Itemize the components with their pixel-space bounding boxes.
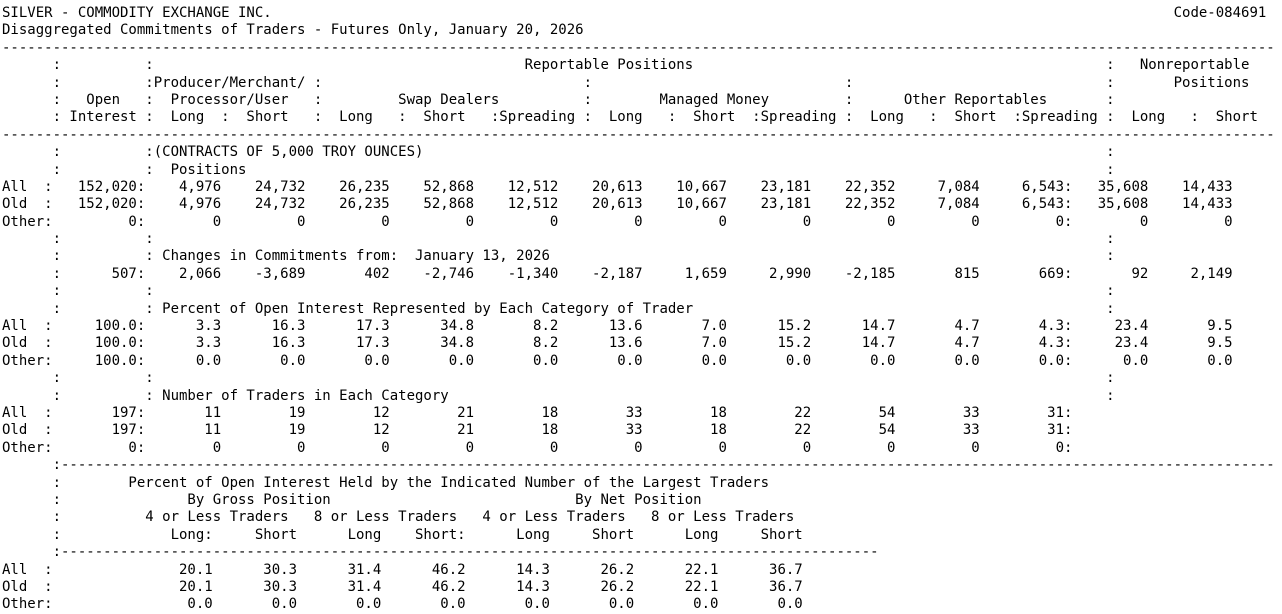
changes-row: : 507: 2,066 -3,689 402 -2,746 -1,340 -2… [2,265,1282,282]
traders-title-row: : : Number of Traders in Each Category : [2,387,1282,404]
traders-row-old: Old : 197: 11 19 12 21 18 33 18 22 54 33… [2,422,1282,439]
spacer-row: : : : [2,283,1282,300]
separator: ----------------------------------------… [2,126,1275,143]
changes-title-row: : : Changes in Commitments from: January… [2,248,1282,265]
subtitle-line: Disaggregated Commitments of Traders - F… [2,22,1282,39]
traders-row-other: Other: 0: 0 0 0 0 0 0 0 0 0 0 0: [2,439,1282,456]
positions-row-old: Old : 152,020: 4,976 24,732 26,235 52,86… [2,196,1282,213]
title-line: SILVER - COMMODITY EXCHANGE INC. Code-08… [2,5,1282,21]
concentration-title-row: : Percent of Open Interest Held by the I… [2,474,1282,491]
percent-row-other: Other: 100.0: 0.0 0.0 0.0 0.0 0.0 0.0 0.… [2,352,1282,369]
positions-row-all: All : 152,020: 4,976 24,732 26,235 52,86… [2,178,1282,195]
traders-row-all: All : 197: 11 19 12 21 18 33 18 22 54 33… [2,404,1282,421]
concentration-row-old: Old : 20.1 30.3 31.4 46.2 14.3 26.2 22.1… [2,578,1282,595]
concentration-columns-row: : Long: Short Long Short: Long Short Lon… [2,526,1282,543]
header-row-3: : Open : Processor/User : Swap Dealers :… [2,91,1282,108]
positions-row-other: Other: 0: 0 0 0 0 0 0 0 0 0 0 0: 0 0 [2,213,1282,230]
header-row-4: : Interest : Long : Short : Long : Short… [2,109,1282,126]
concentration-groups-row: : 4 or Less Traders 8 or Less Traders 4 … [2,509,1282,526]
concentration-row-other: Other: 0.0 0.0 0.0 0.0 0.0 0.0 0.0 0.0 [2,596,1282,613]
percent-row-all: All : 100.0: 3.3 16.3 17.3 34.8 8.2 13.6… [2,318,1282,335]
spacer-row: : : : [2,231,1282,248]
concentration-row-all: All : 20.1 30.3 31.4 46.2 14.3 26.2 22.1… [2,561,1282,578]
spacer-row: : : : [2,370,1282,387]
header-row-1: : : Reportable Positions : Nonreportable [2,57,1282,74]
percent-row-old: Old : 100.0: 3.3 16.3 17.3 34.8 8.2 13.6… [2,335,1282,352]
separator: ----------------------------------------… [2,39,1275,56]
positions-title-row: : : Positions : [2,161,1282,178]
separator-inner-short: :---------------------------------------… [2,544,1282,561]
unit-note-row: : :(CONTRACTS OF 5,000 TROY OUNCES) : [2,144,1282,161]
percent-title-row: : : Percent of Open Interest Represented… [2,300,1282,317]
header-row-2: : :Producer/Merchant/ : : : : Positions [2,74,1282,91]
concentration-subtitle-row: : By Gross Position By Net Position [2,491,1282,508]
separator-inner: :---------------------------------------… [2,457,1282,474]
